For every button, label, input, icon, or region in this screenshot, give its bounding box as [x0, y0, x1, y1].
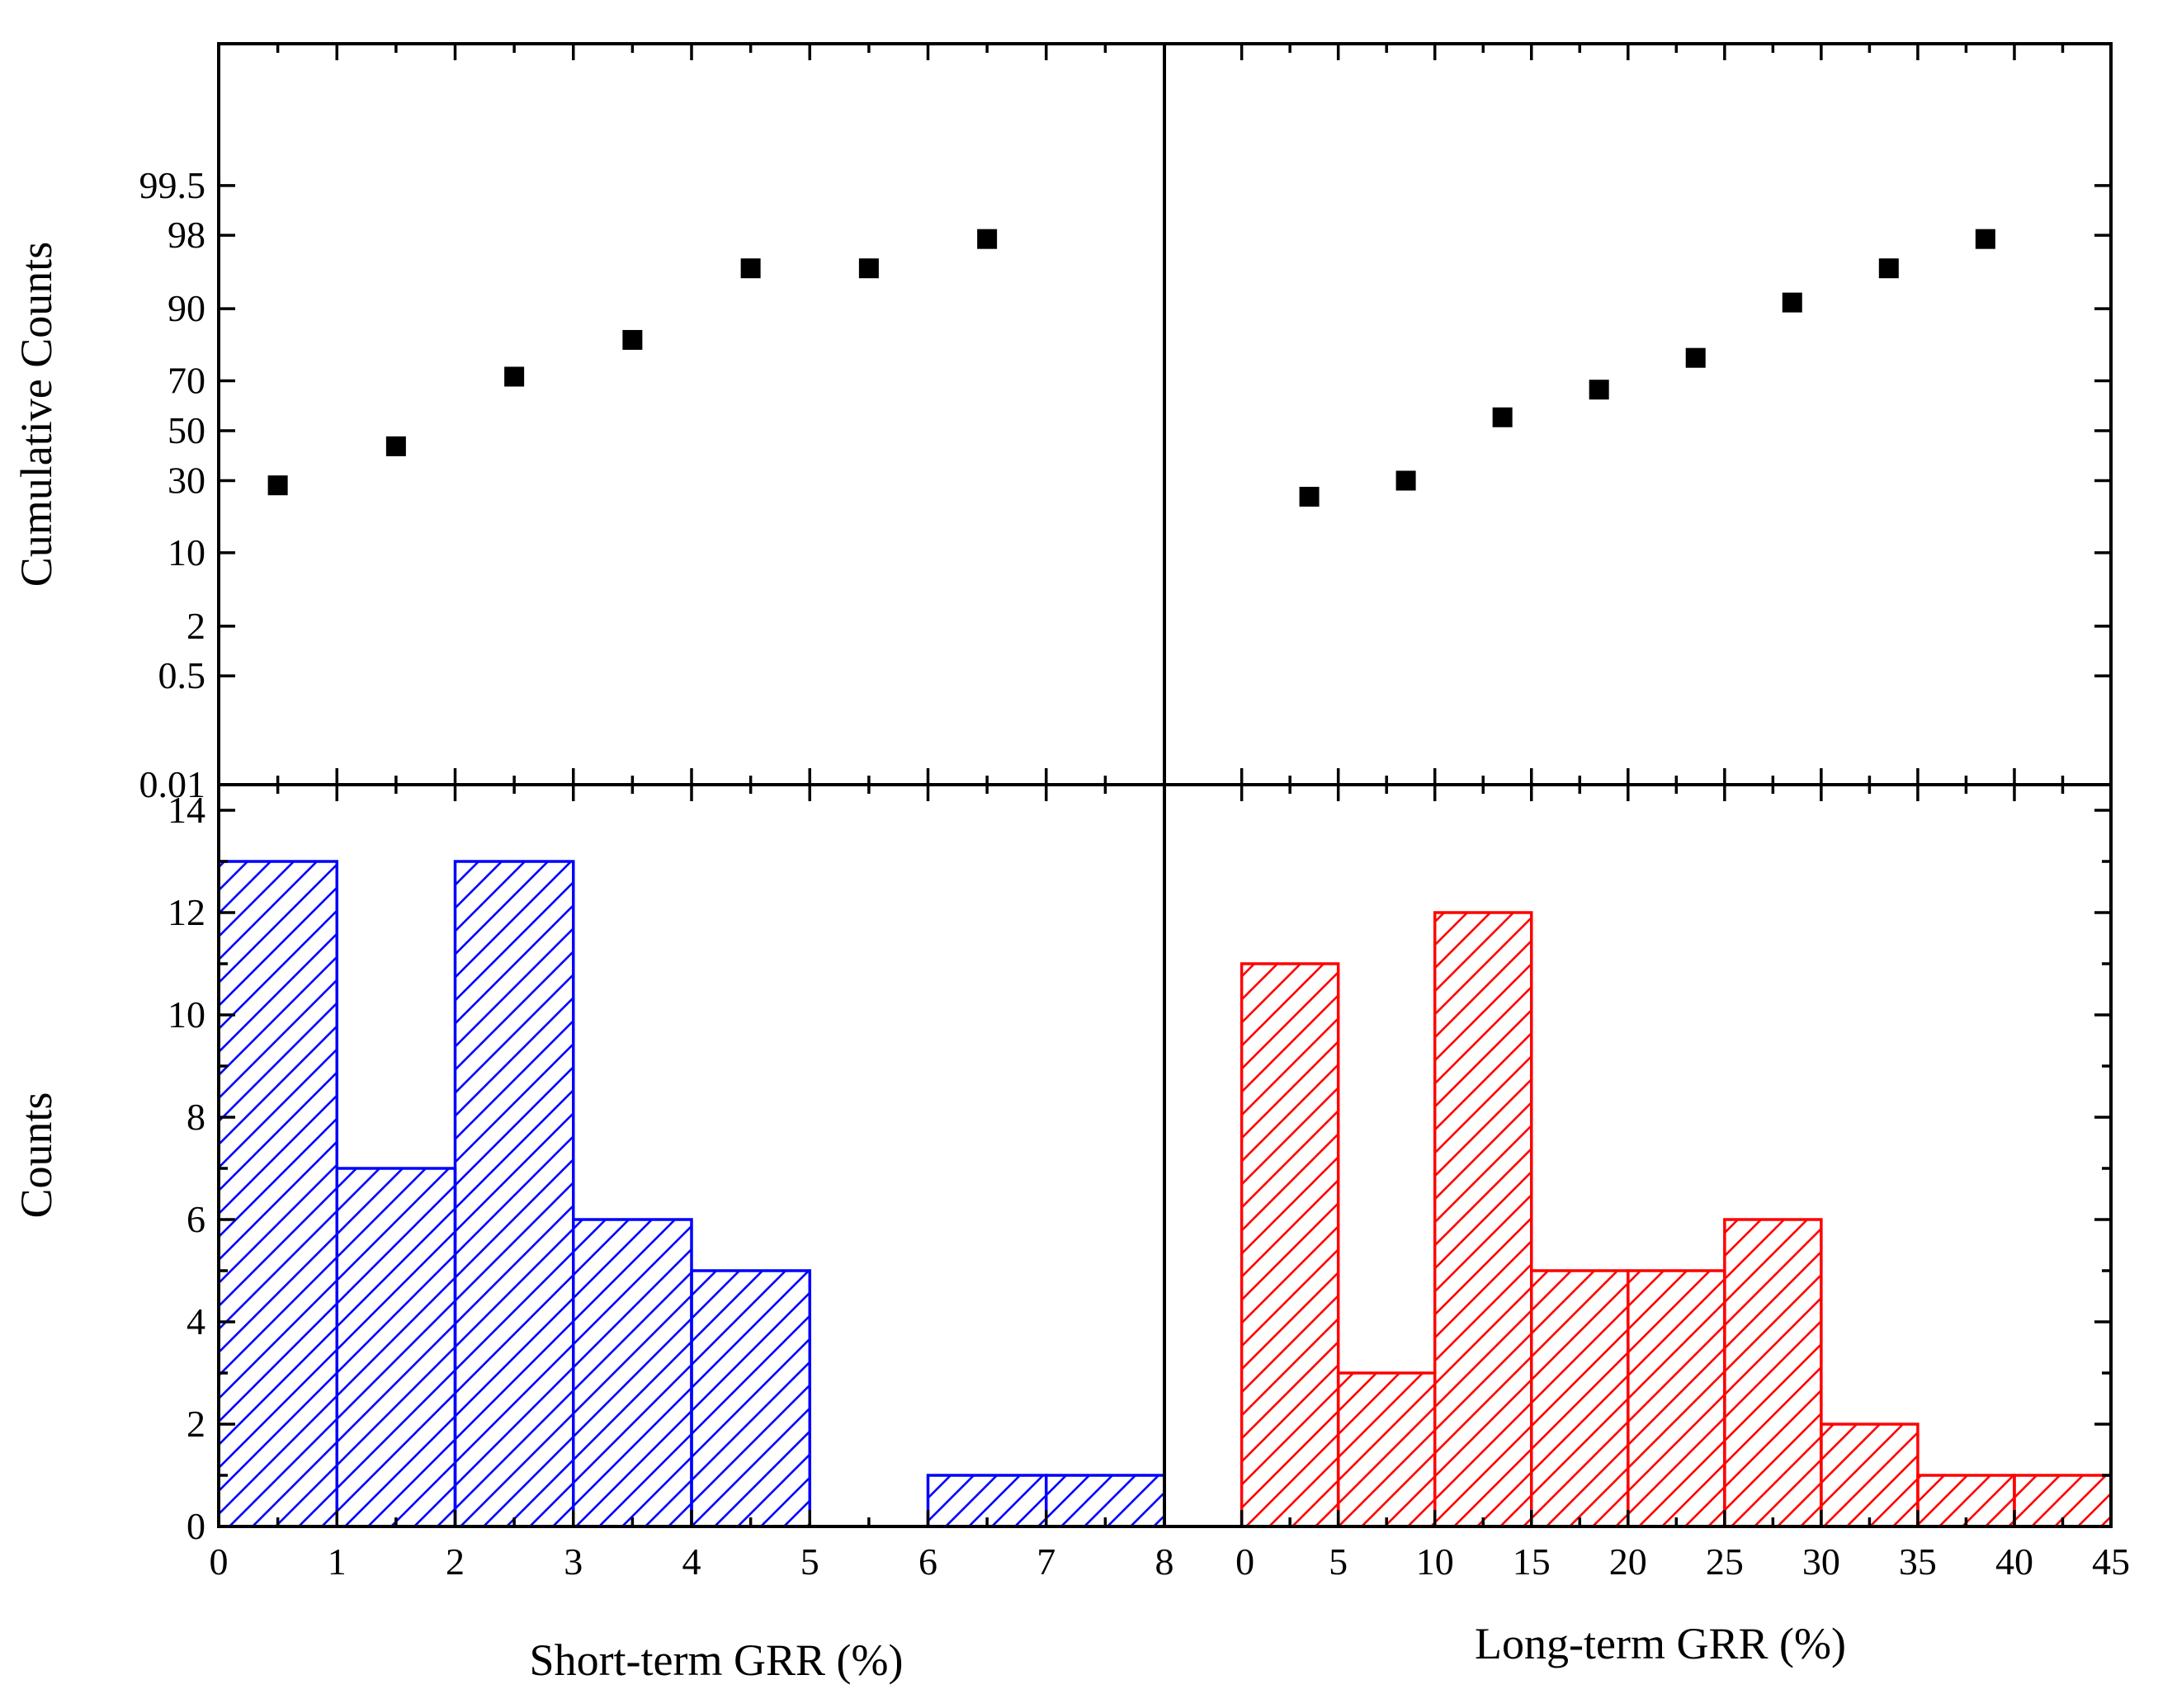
short-term-bar-1: [335, 1167, 457, 1528]
short-term-cumulative-point-3: [622, 329, 643, 350]
long-term-cumulative-point-3: [1589, 380, 1609, 400]
prob-ytick-label-8: 98: [168, 214, 205, 256]
short-term-cumulative-point-5: [858, 258, 879, 279]
long-term-x-axis-title: Long-term GRR (%): [1475, 1619, 1846, 1668]
long-term-bar-3: [1530, 1269, 1630, 1528]
long-term-cumulative-point-7: [1975, 229, 1995, 249]
short-term-bar-4: [690, 1269, 811, 1528]
long-term-cumulative-point-0: [1299, 486, 1320, 507]
short-xtick-label-7: 7: [1037, 1541, 1055, 1583]
short-term-cumulative-point-6: [977, 229, 998, 249]
short-term-cumulative-point-0: [267, 475, 288, 496]
long-xtick-label-3: 15: [1513, 1541, 1551, 1583]
count-ytick-label-2: 4: [187, 1300, 205, 1342]
long-xtick-label-1: 5: [1329, 1541, 1348, 1583]
scatter-points: [267, 229, 1995, 507]
long-term-bar-6: [1820, 1423, 1920, 1528]
short-term-cumulative-point-1: [385, 436, 406, 456]
bottom-y-axis-title: Counts: [12, 1092, 61, 1218]
prob-ytick-label-2: 2: [187, 605, 205, 647]
short-xtick-label-5: 5: [800, 1541, 819, 1583]
long-term-bar-0: [1240, 962, 1340, 1528]
long-xtick-label-6: 30: [1802, 1541, 1840, 1583]
long-xtick-label-5: 25: [1706, 1541, 1744, 1583]
short-term-bar-2: [453, 860, 575, 1528]
long-xtick-label-4: 20: [1609, 1541, 1647, 1583]
count-ytick-label-6: 12: [168, 891, 205, 933]
prob-ytick-label-9: 99.5: [139, 164, 206, 206]
long-term-bar-4: [1627, 1269, 1726, 1528]
long-term-bar-5: [1723, 1218, 1823, 1528]
histogram-bars: [217, 860, 2113, 1528]
short-term-cumulative-point-2: [504, 366, 525, 387]
short-xtick-label-0: 0: [210, 1541, 229, 1583]
long-term-cumulative-point-6: [1878, 258, 1899, 279]
prob-ytick-label-1: 0.5: [158, 654, 206, 696]
long-xtick-label-0: 0: [1235, 1541, 1254, 1583]
prob-ytick-label-0: 0.01: [139, 763, 206, 805]
count-ytick-label-7: 14: [168, 789, 205, 831]
short-xtick-label-8: 8: [1155, 1541, 1174, 1583]
short-xtick-label-2: 2: [446, 1541, 465, 1583]
long-term-bar-1: [1336, 1371, 1437, 1528]
short-xtick-label-4: 4: [682, 1541, 701, 1583]
short-xtick-label-6: 6: [918, 1541, 937, 1583]
short-term-bar-0: [217, 860, 338, 1528]
count-ytick-label-5: 10: [168, 993, 205, 1036]
long-xtick-label-2: 10: [1416, 1541, 1454, 1583]
long-xtick-label-7: 35: [1899, 1541, 1937, 1583]
long-term-cumulative-point-1: [1395, 470, 1416, 491]
prob-ytick-label-4: 30: [168, 459, 205, 501]
prob-ytick-label-7: 90: [168, 287, 205, 329]
count-ytick-label-0: 0: [187, 1505, 205, 1547]
count-ytick-label-3: 6: [187, 1198, 205, 1240]
top-y-axis-title: Cumulative Counts: [12, 242, 61, 587]
prob-ytick-label-5: 50: [168, 409, 205, 451]
count-ytick-label-1: 2: [187, 1403, 205, 1445]
prob-ytick-label-3: 10: [168, 531, 205, 573]
long-term-cumulative-point-5: [1782, 292, 1802, 313]
long-xtick-label-9: 45: [2092, 1541, 2130, 1583]
short-xtick-label-1: 1: [328, 1541, 347, 1583]
long-xtick-label-8: 40: [1995, 1541, 2033, 1583]
count-ytick-label-4: 8: [187, 1096, 205, 1138]
long-term-bar-2: [1433, 911, 1533, 1528]
long-term-cumulative-point-2: [1492, 407, 1513, 427]
short-term-bar-3: [572, 1218, 693, 1528]
plot-frame: [217, 42, 2113, 1528]
short-term-cumulative-point-4: [740, 258, 761, 279]
short-xtick-label-3: 3: [564, 1541, 583, 1583]
long-term-cumulative-point-4: [1685, 347, 1706, 368]
prob-ytick-label-6: 70: [168, 360, 205, 402]
short-term-x-axis-title: Short-term GRR (%): [530, 1635, 904, 1685]
